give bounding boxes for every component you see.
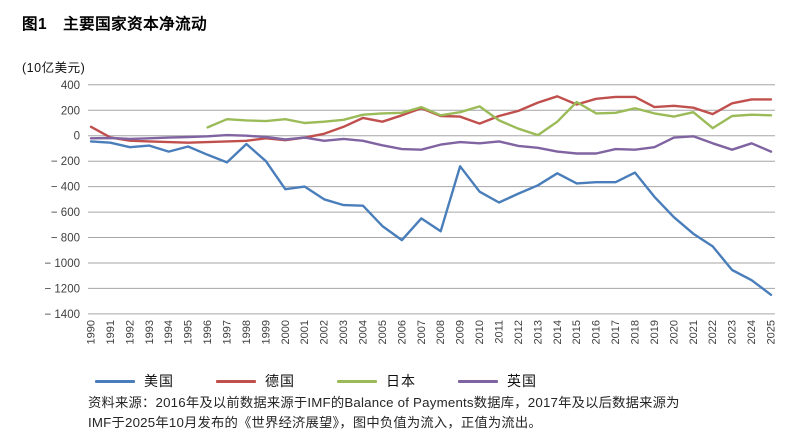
legend-item-uk: 英国 — [458, 371, 537, 391]
svg-text:2021: 2021 — [688, 320, 700, 344]
series-japan — [206, 100, 773, 137]
svg-text:2022: 2022 — [707, 320, 719, 344]
source-note-line2: IMF于2025年10月发布的《世界经济展望》，图中负值为流入，正值为流出。 — [88, 414, 542, 430]
chart-legend: 美国 德国 日本 英国 — [95, 371, 537, 391]
svg-text:2015: 2015 — [571, 320, 583, 344]
legend-item-us: 美国 — [95, 371, 174, 391]
svg-text:− 600: − 600 — [51, 207, 80, 219]
svg-text:400: 400 — [61, 80, 80, 92]
legend-item-germany: 德国 — [216, 371, 295, 391]
source-note-line1: 资料来源：2016年及以前数据来源于IMF的Balance of Payment… — [88, 395, 680, 410]
svg-text:2003: 2003 — [338, 320, 350, 344]
svg-text:2020: 2020 — [668, 320, 680, 344]
svg-text:2010: 2010 — [474, 320, 486, 344]
svg-text:− 1000: − 1000 — [45, 258, 81, 270]
svg-text:2011: 2011 — [494, 320, 506, 344]
y-tick-labels: 400 200 0 − 200 − 400 − 600 − 800 − 1000 − 1200 −… — [45, 80, 81, 321]
svg-text:1996: 1996 — [202, 320, 214, 344]
svg-text:1998: 1998 — [241, 320, 253, 344]
svg-text:− 1400: − 1400 — [45, 309, 81, 321]
svg-text:1991: 1991 — [105, 320, 117, 344]
svg-text:2000: 2000 — [280, 320, 292, 344]
svg-text:2018: 2018 — [630, 320, 642, 344]
svg-text:2006: 2006 — [396, 320, 408, 344]
series-us — [89, 140, 773, 297]
svg-text:2014: 2014 — [552, 320, 564, 344]
svg-text:2009: 2009 — [455, 320, 467, 344]
svg-text:1999: 1999 — [260, 320, 272, 344]
legend-line-swatch-us — [95, 379, 135, 383]
svg-text:2019: 2019 — [649, 320, 661, 344]
legend-label-uk: 英国 — [507, 373, 537, 389]
svg-text:− 400: − 400 — [51, 182, 80, 194]
svg-text:0: 0 — [74, 131, 80, 143]
svg-text:2007: 2007 — [416, 320, 428, 344]
figure-title: 图1 主要国家资本净流动 — [22, 16, 208, 33]
svg-text:2004: 2004 — [358, 320, 370, 344]
svg-text:2001: 2001 — [299, 320, 311, 344]
svg-text:2017: 2017 — [610, 320, 622, 344]
svg-text:2008: 2008 — [435, 320, 447, 344]
svg-text:− 800: − 800 — [51, 233, 80, 245]
svg-text:− 1200: − 1200 — [45, 283, 81, 295]
legend-label-germany: 德国 — [265, 373, 295, 389]
svg-text:200: 200 — [61, 105, 80, 117]
svg-text:2002: 2002 — [319, 320, 331, 344]
svg-text:1994: 1994 — [163, 320, 175, 344]
svg-text:2005: 2005 — [377, 320, 389, 344]
x-tick-labels: 1990 1991 1992 1993 1994 1995 1996 1997 1998 1999… — [86, 320, 778, 344]
svg-text:2012: 2012 — [513, 320, 525, 344]
svg-text:1997: 1997 — [222, 320, 234, 344]
y-gridlines — [88, 84, 775, 315]
svg-text:2025: 2025 — [766, 320, 778, 344]
svg-text:1992: 1992 — [124, 320, 136, 344]
source-note: 资料来源：2016年及以前数据来源于IMF的Balance of Payment… — [88, 393, 788, 432]
legend-line-swatch-uk — [458, 379, 498, 383]
svg-text:1990: 1990 — [86, 320, 98, 344]
svg-text:− 200: − 200 — [51, 156, 80, 168]
legend-label-us: 美国 — [144, 373, 174, 389]
y-axis-unit-label: (10亿美元) — [22, 61, 86, 75]
legend-item-japan: 日本 — [337, 371, 416, 391]
svg-text:2023: 2023 — [727, 320, 739, 344]
svg-text:1995: 1995 — [183, 320, 195, 344]
svg-text:2013: 2013 — [532, 320, 544, 344]
series-uk — [89, 133, 773, 155]
legend-line-swatch-japan — [337, 379, 377, 383]
legend-label-japan: 日本 — [386, 373, 416, 389]
svg-text:2016: 2016 — [591, 320, 603, 344]
svg-text:1993: 1993 — [144, 320, 156, 344]
svg-text:2024: 2024 — [746, 320, 758, 344]
legend-line-swatch-germany — [216, 379, 256, 383]
